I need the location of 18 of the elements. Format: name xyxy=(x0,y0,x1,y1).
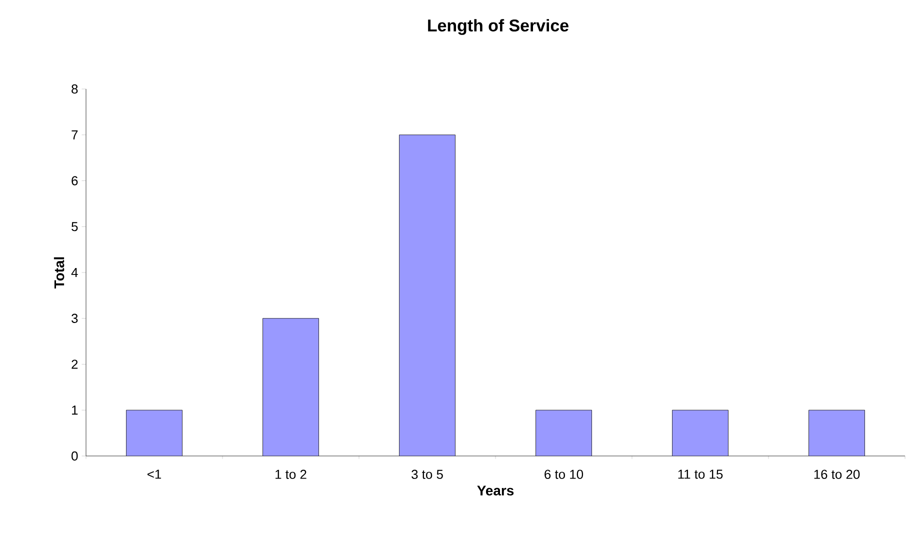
y-tick-label: 8 xyxy=(72,84,78,94)
y-tick-label: 4 xyxy=(71,268,78,277)
y-axis-title: Total xyxy=(54,257,64,288)
y-tick-label: 2 xyxy=(72,360,78,369)
chart-title: Length of Service xyxy=(428,19,568,35)
x-tick-label: 11 to 15 xyxy=(678,470,723,479)
y-tick-label: 5 xyxy=(72,222,78,232)
y-tick-label: 0 xyxy=(72,451,78,461)
y-tick-label: 7 xyxy=(72,130,78,140)
x-axis-title: Years xyxy=(477,486,514,496)
x-tick-label: 16 to 20 xyxy=(814,470,860,479)
x-tick-label: 6 to 10 xyxy=(544,470,584,479)
x-tick-label: 3 to 5 xyxy=(412,470,443,479)
x-tick-label: <1 xyxy=(148,470,162,479)
x-tick-label: 1 to 2 xyxy=(276,470,306,479)
y-tick-label: 1 xyxy=(72,406,78,415)
y-tick-label: 6 xyxy=(72,176,78,186)
y-tick-label: 3 xyxy=(72,314,78,323)
